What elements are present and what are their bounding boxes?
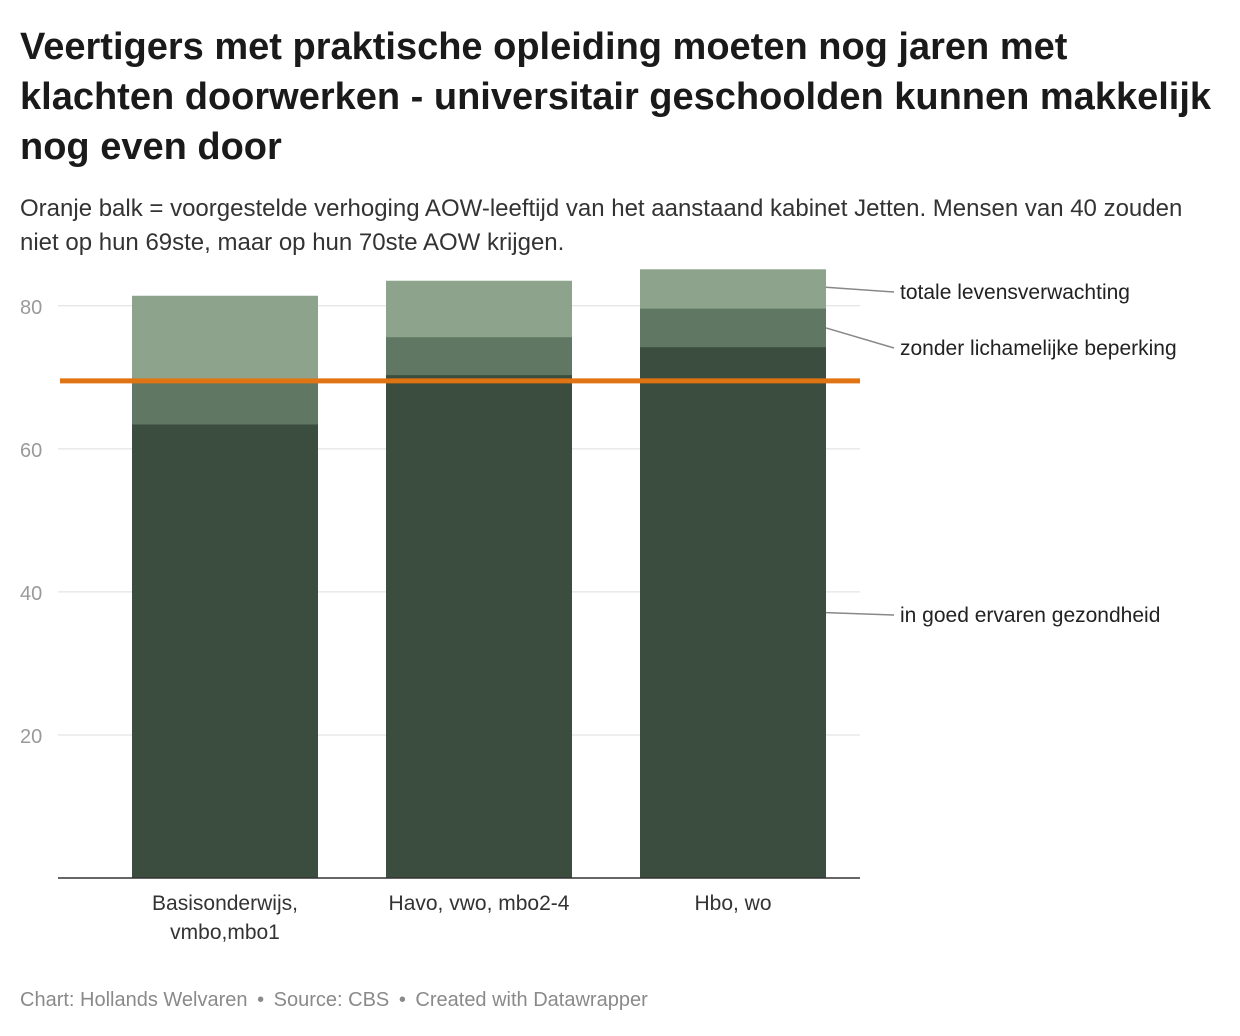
footer-separator: •: [257, 989, 265, 1011]
axes: 20 40 60 80 Basisonderwijs, vmbo,mbo1 Havo, vw…: [20, 297, 860, 944]
x-tick-label: Havo, vwo, mbo2-4: [389, 892, 570, 915]
y-tick-label: 40: [20, 583, 42, 605]
series-label: zonder lichamelijke beperking: [900, 337, 1177, 360]
series-label: in goed ervaren gezondheid: [900, 604, 1160, 627]
footer-chart-credit: Chart: Hollands Welvaren: [20, 989, 248, 1011]
chart-subtitle: Oranje balk = voorgestelde verhoging AOW…: [20, 195, 1183, 256]
x-tick-label: Basisonderwijs,: [152, 892, 298, 915]
y-tick-label: 60: [20, 440, 42, 462]
footer-created-with: Created with Datawrapper: [415, 989, 648, 1011]
y-tick-label: 80: [20, 297, 42, 319]
stacked-bar-chart: 20 40 60 80 Basisonderwijs, vmbo,mbo1 Havo, vw…: [20, 269, 1177, 944]
bar-segment: [640, 347, 826, 878]
series-label-leader: [825, 286, 895, 293]
footer-separator: •: [398, 989, 406, 1011]
chart-footer: Chart: Hollands Welvaren • Source: CBS •…: [20, 989, 648, 1012]
x-tick-label: Hbo, wo: [694, 892, 771, 915]
chart-title: Veertigers met praktische opleiding moet…: [20, 26, 1212, 168]
series-labels: totale levensverwachting zonder lichameli…: [825, 281, 1177, 627]
series-label-leader: [825, 611, 895, 616]
series-label-leader: [825, 327, 895, 349]
bars: [132, 269, 826, 879]
y-tick-label: 20: [20, 726, 42, 748]
x-tick-label: vmbo,mbo1: [170, 921, 280, 944]
bar-segment: [386, 375, 572, 878]
series-label: totale levensverwachting: [900, 281, 1130, 304]
footer-source: Source: CBS: [273, 989, 390, 1011]
bar-segment: [132, 424, 318, 878]
